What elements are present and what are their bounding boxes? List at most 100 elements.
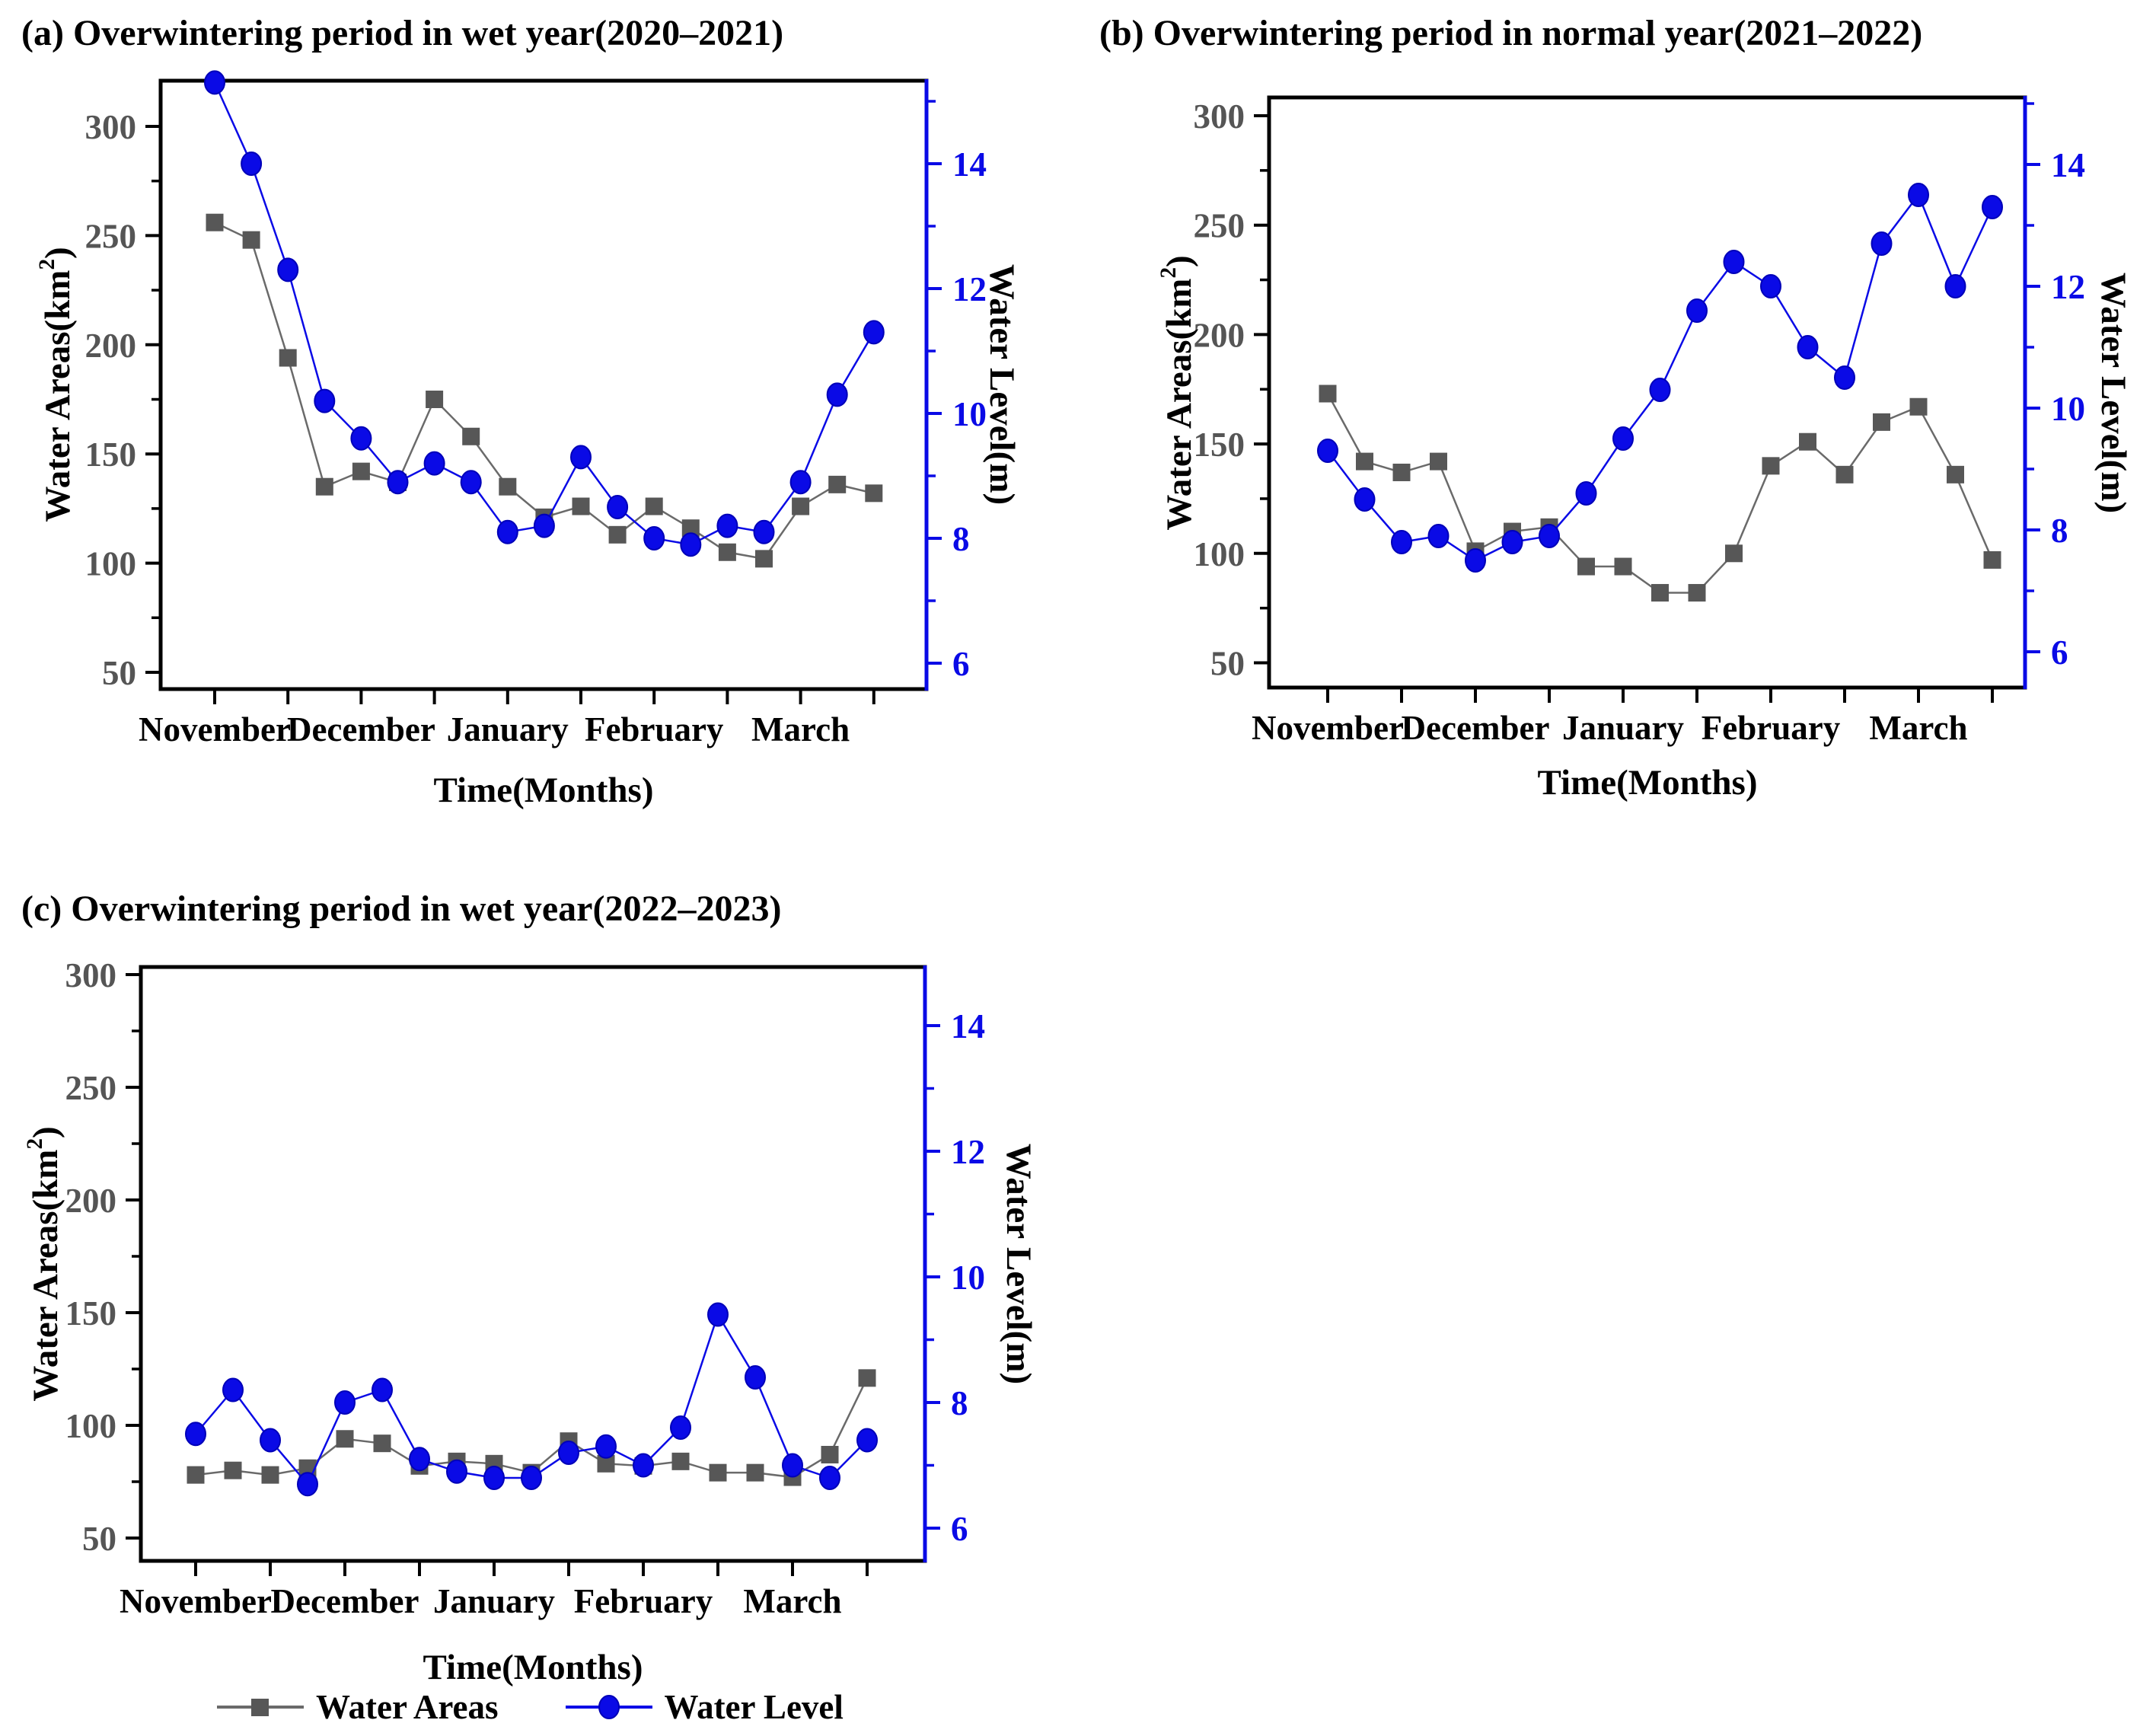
x-month-label: January <box>433 1582 556 1620</box>
water-level-point <box>1391 530 1412 554</box>
water-areas-point <box>279 349 297 367</box>
x-month-label: January <box>447 710 569 748</box>
water-areas-point <box>315 477 333 496</box>
water-level-point <box>826 382 848 407</box>
water-areas-point <box>1799 432 1816 451</box>
right-tick-label: 14 <box>2051 146 2085 184</box>
right-tick-label: 12 <box>2051 268 2085 306</box>
water-level-point <box>1649 378 1671 402</box>
water-areas-point <box>336 1430 354 1448</box>
water-areas-point <box>1356 452 1373 471</box>
right-tick-label: 8 <box>2051 512 2068 550</box>
water-level-point <box>1834 365 1855 390</box>
water-areas-point <box>572 497 590 515</box>
x-month-label: March <box>743 1582 841 1620</box>
water-level-point <box>1908 183 1929 207</box>
x-month-label: February <box>1702 709 1841 747</box>
x-month-label: December <box>271 1582 419 1620</box>
water-level-point <box>643 526 665 550</box>
left-tick-label: 200 <box>65 1182 117 1220</box>
water-level-point <box>483 1466 505 1490</box>
right-tick-label: 8 <box>952 520 970 558</box>
legend-item-water-areas: Water Areas <box>215 1687 499 1727</box>
x-month-label: November <box>1252 709 1404 747</box>
circle-marker-icon <box>565 1695 652 1719</box>
left-tick-label: 250 <box>85 217 137 255</box>
water-level-point <box>595 1434 617 1459</box>
plot-box <box>158 78 929 691</box>
water-areas-point <box>352 462 370 480</box>
water-level-point <box>607 495 629 519</box>
water-level-point <box>680 532 702 557</box>
water-level-point <box>297 1472 318 1497</box>
left-tick-label: 250 <box>1194 207 1245 245</box>
water-level-point <box>1871 231 1893 256</box>
panel-a-x-axis-title: Time(Months) <box>433 771 654 810</box>
water-level-line <box>213 81 875 546</box>
panel-c-x-axis-title: Time(Months) <box>423 1648 643 1687</box>
right-tick-label: 14 <box>952 145 987 183</box>
left-tick-label: 100 <box>85 545 137 583</box>
right-tick-label: 14 <box>951 1007 985 1045</box>
water-level-point <box>409 1447 430 1472</box>
water-level-point <box>185 1422 206 1447</box>
water-level-point <box>222 1377 244 1403</box>
water-level-point <box>1501 530 1523 554</box>
water-areas-point <box>224 1461 242 1479</box>
right-tick-label: 8 <box>951 1384 968 1422</box>
water-level-point <box>260 1428 281 1453</box>
water-level-point <box>1354 487 1376 512</box>
water-areas-point <box>1762 457 1780 475</box>
water-level-point <box>314 388 336 413</box>
water-level-point <box>521 1466 542 1490</box>
water-level-point <box>570 445 592 470</box>
right-tick-label: 6 <box>952 645 970 683</box>
left-tick-label: 150 <box>1194 426 1245 464</box>
right-tick-label: 10 <box>2051 390 2085 428</box>
water-level-point <box>496 519 518 544</box>
water-areas-point <box>462 427 480 445</box>
water-areas-point <box>426 391 444 408</box>
water-areas-point <box>645 497 663 515</box>
x-month-label: March <box>751 710 850 748</box>
water-areas-point <box>858 1369 876 1387</box>
legend-label-water-areas: Water Areas <box>316 1688 499 1726</box>
water-level-point <box>1982 195 2003 219</box>
right-tick-label: 6 <box>951 1510 968 1548</box>
right-tick-label: 6 <box>2051 633 2068 672</box>
water-areas-point <box>1835 465 1854 483</box>
panel-a-plot: 50 100 150 200 250 300 6 8 10 12 14 NovemberDecembe… <box>85 70 987 748</box>
water-areas-point <box>1983 550 2001 569</box>
water-areas-point <box>671 1452 690 1470</box>
water-areas-point <box>718 543 736 561</box>
legend-label-water-level: Water Level <box>664 1688 844 1726</box>
water-level-point <box>446 1459 467 1484</box>
x-month-label: February <box>574 1582 713 1620</box>
water-level-point <box>387 470 409 495</box>
water-level-point <box>372 1377 393 1403</box>
water-level-point <box>1575 481 1597 506</box>
legend-item-water-level: Water Level <box>564 1687 844 1727</box>
water-level-point <box>633 1453 654 1478</box>
series-water-level <box>204 70 885 557</box>
water-level-point <box>1317 439 1338 463</box>
water-level-point <box>533 513 555 538</box>
water-level-point <box>558 1441 579 1465</box>
water-level-point <box>782 1453 803 1478</box>
water-areas-point <box>1873 413 1890 431</box>
left-tick-label: 150 <box>65 1294 117 1332</box>
water-areas-line <box>214 222 875 560</box>
water-level-point <box>863 320 885 345</box>
water-level-point <box>1539 524 1560 548</box>
water-level-point <box>241 152 263 176</box>
x-month-label: December <box>287 710 435 748</box>
water-areas-point <box>1651 584 1669 602</box>
water-areas-point <box>1392 463 1411 481</box>
water-areas-point <box>828 475 847 493</box>
series-water-level <box>1317 183 2003 573</box>
water-areas-point <box>1725 544 1743 563</box>
panel-c-plot: 50 100 150 200 250 300 6 8 10 12 14 NovemberDecembe… <box>65 956 986 1620</box>
water-areas-point <box>1430 452 1447 471</box>
square-marker-icon <box>217 1699 304 1716</box>
water-level-point <box>1612 426 1634 451</box>
